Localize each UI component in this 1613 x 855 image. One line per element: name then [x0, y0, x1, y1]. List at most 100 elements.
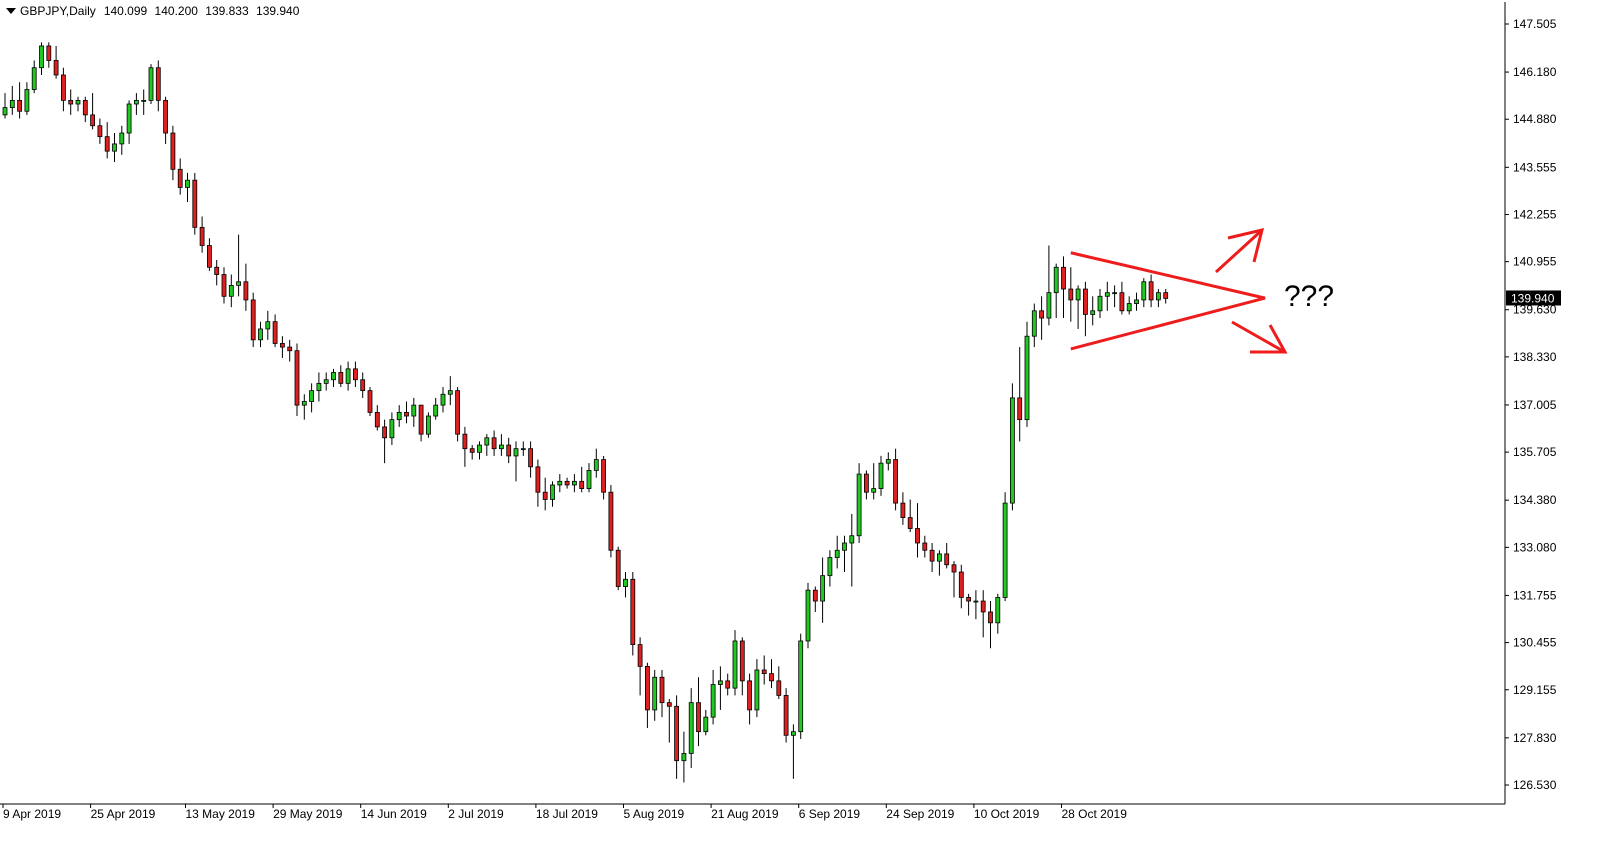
candle-down	[776, 680, 782, 696]
candle-up	[316, 382, 322, 392]
candle-down	[469, 448, 475, 453]
x-tick-label: 18 Jul 2019	[536, 807, 598, 821]
y-tick-label: 129.155	[1513, 683, 1557, 697]
y-tick-label: 127.830	[1513, 731, 1557, 745]
y-tick-label: 131.755	[1513, 588, 1557, 602]
candle-up	[39, 45, 44, 69]
y-tick-label: 135.705	[1513, 445, 1557, 459]
candle-up	[586, 470, 592, 489]
candle-up	[228, 285, 234, 297]
x-tick-label: 14 Jun 2019	[361, 807, 427, 821]
candle-down	[1083, 288, 1088, 315]
candle-down	[287, 346, 293, 352]
candle-up	[805, 589, 811, 642]
candle-down	[177, 168, 183, 188]
candle-down	[199, 226, 205, 246]
candle-up	[258, 328, 263, 341]
open-value: 140.099	[103, 4, 148, 18]
y-tick-label: 133.080	[1513, 540, 1557, 554]
breakout-down-arrowhead	[1250, 324, 1288, 354]
candle-up	[1031, 310, 1037, 337]
y-tick-label: 126.530	[1513, 778, 1557, 792]
x-tick-label: 21 Aug 2019	[711, 807, 779, 821]
candle-up	[1141, 281, 1147, 301]
candle-down	[864, 473, 869, 493]
candle-down	[907, 517, 913, 529]
candle-down	[666, 702, 672, 707]
candle-up	[718, 680, 723, 685]
candle-down	[1068, 288, 1074, 301]
close-value: 139.940	[256, 4, 300, 18]
candle-down	[951, 564, 957, 573]
candle-up	[557, 480, 563, 486]
candle-up	[185, 179, 190, 188]
candle-up	[1134, 299, 1139, 304]
candle-down	[769, 673, 774, 682]
dropdown-triangle-icon[interactable]	[6, 8, 16, 14]
candle-up	[236, 281, 242, 286]
candle-down	[462, 433, 468, 450]
candle-up	[425, 415, 431, 435]
candle-down	[645, 665, 650, 711]
candle-up	[9, 99, 15, 109]
y-tick-label: 147.505	[1513, 17, 1557, 31]
candle-down	[61, 74, 66, 101]
candle-up	[1024, 335, 1030, 421]
candle-down	[1061, 266, 1066, 290]
candle-down	[696, 702, 701, 733]
candle-up	[1053, 266, 1059, 294]
y-tick-label: 146.180	[1513, 65, 1557, 79]
candle-up	[842, 542, 847, 551]
candle-up	[2, 107, 8, 116]
candle-down	[506, 444, 512, 457]
candle-down	[272, 321, 278, 344]
candle-up	[1002, 502, 1008, 598]
breakout-down-arrow	[1231, 320, 1284, 353]
candle-up	[849, 535, 855, 544]
candle-up	[498, 444, 504, 450]
candle-up	[703, 716, 709, 733]
candle-down	[294, 350, 300, 406]
candle-up	[389, 419, 395, 439]
candle-up	[754, 669, 760, 711]
y-tick-label: 139.630	[1513, 303, 1557, 317]
candle-up	[681, 753, 687, 762]
candle-down	[279, 343, 285, 348]
candle-down	[1039, 310, 1044, 319]
candle-up	[119, 132, 125, 145]
candle-up	[520, 448, 526, 451]
candle-down	[542, 491, 548, 500]
x-tick-label: 6 Sep 2019	[799, 807, 861, 821]
candle-down	[68, 99, 74, 105]
candle-down	[579, 480, 585, 489]
breakout-up-arrowhead	[1227, 227, 1265, 263]
y-tick-label: 130.455	[1513, 636, 1557, 650]
candle-up	[1156, 292, 1161, 301]
candle-up	[973, 600, 979, 603]
candle-down	[900, 502, 906, 519]
candle-down	[1148, 281, 1154, 301]
candle-up	[995, 597, 1001, 624]
candle-down	[929, 549, 935, 562]
candle-up	[1126, 303, 1132, 312]
candle-down	[893, 459, 898, 504]
candle-down	[214, 266, 220, 275]
candle-down	[528, 448, 533, 468]
candle-up	[75, 99, 81, 105]
chart-header: GBPJPY,Daily 140.099 140.200 139.833 139…	[6, 4, 299, 18]
low-value: 139.833	[205, 4, 249, 18]
candle-down	[17, 99, 23, 112]
candle-up	[1112, 292, 1117, 295]
candle-down	[192, 179, 198, 228]
candle-down	[53, 60, 59, 76]
candle-up	[24, 89, 30, 112]
ohlc-values: 140.099 140.200 139.833 139.940	[100, 4, 300, 18]
candle-down	[155, 67, 161, 101]
candle-up	[1090, 310, 1096, 315]
candle-down	[761, 669, 767, 675]
candle-down	[747, 680, 752, 711]
candle-up	[871, 488, 877, 493]
candle-down	[382, 426, 388, 439]
y-tick-label: 140.955	[1513, 255, 1557, 269]
candle-up	[440, 393, 446, 406]
